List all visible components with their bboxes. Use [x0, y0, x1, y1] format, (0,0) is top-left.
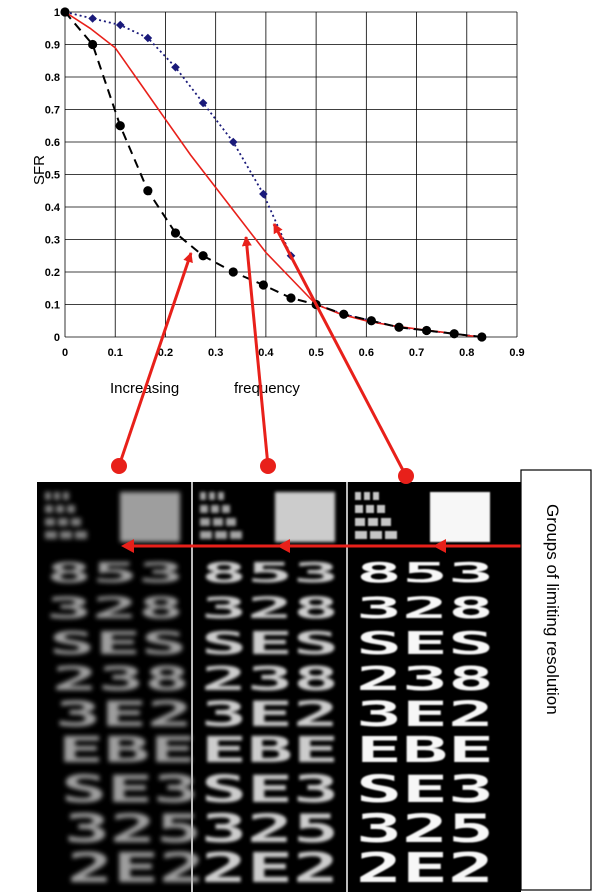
chart-ticks: 0 0.1 0.2 0.3 0.4 0.5 0.6 0.7 0.8 0.9 0 0.1 0.2 0.3 0.…: [45, 7, 525, 359]
arrow-to-curve-2: [241, 236, 270, 467]
target-row-text: 853: [356, 556, 494, 589]
chart-grid: [64, 11, 518, 338]
x-tick-label: 0.3: [208, 347, 223, 359]
series-3-point: [115, 121, 125, 131]
x-tick-label: 0.6: [359, 347, 374, 359]
series-3-point: [339, 309, 349, 319]
limit-arrowhead-3: [433, 539, 446, 553]
x-tick-label: 0.7: [409, 347, 424, 359]
target-row-text: 328: [201, 591, 339, 625]
x-tick-label: 0: [62, 347, 68, 359]
annotation-arrows: [111, 223, 521, 553]
target-row-text: EBE: [201, 730, 339, 771]
target-row-text: 3E2: [356, 695, 494, 735]
y-tick-label: 0.3: [45, 235, 60, 247]
target-row-text: SE3: [61, 767, 199, 811]
target-row-text: 2E2: [201, 844, 339, 892]
target-row-text: 325: [201, 807, 339, 852]
series-3-point: [286, 293, 296, 303]
series-3-point: [88, 39, 98, 50]
target-row-text: 238: [52, 660, 190, 698]
y-tick-label: 0.5: [45, 170, 60, 182]
series-1-point: [198, 98, 208, 108]
series-1-point: [228, 137, 238, 147]
x-tick-label: 0.2: [158, 347, 173, 359]
x-tick-label: 0.4: [258, 347, 274, 359]
target-row-text: SE3: [201, 767, 339, 811]
series-line-3: [64, 11, 482, 338]
target-row-text: 3E2: [55, 695, 193, 735]
target-row-text: EBE: [58, 730, 196, 771]
side-label-box: Groups of limiting resolution: [520, 469, 592, 891]
series-1-point: [171, 62, 180, 72]
target-row-text: SE3: [356, 767, 494, 811]
limit-arrowhead-1: [121, 539, 134, 553]
target-row-text: 325: [356, 807, 494, 852]
target-row-text: 238: [356, 660, 494, 698]
series-3-point: [477, 332, 487, 342]
series-1-point: [259, 189, 268, 199]
series-3-point: [143, 186, 153, 196]
arrow-to-curve-3: [272, 223, 408, 477]
y-axis-title: SFR: [31, 155, 48, 185]
arrow-to-curve-1: [117, 252, 193, 467]
series-1-point: [88, 14, 97, 23]
target-row-text: 853: [46, 556, 184, 589]
series-3-point: [228, 267, 238, 277]
series-3-point: [170, 228, 181, 238]
series-3-point: [449, 329, 459, 339]
series-3-point: [394, 322, 404, 332]
target-background: [37, 482, 521, 892]
target-row-text: 328: [46, 591, 184, 625]
target-row-text: 2E2: [67, 844, 205, 892]
series-3-point: [258, 280, 268, 290]
series-1-point: [143, 33, 153, 43]
target-row-text: 2E2: [356, 844, 494, 892]
series-3-point: [422, 325, 432, 336]
x-tick-label: 0.5: [308, 347, 323, 359]
target-row-text: 238: [201, 660, 339, 698]
plot-area: 0 0.1 0.2 0.3 0.4 0.5 0.6 0.7 0.8 0.9 0 0.1 0.2 0.3 0.…: [45, 7, 525, 359]
y-tick-label: 0.9: [45, 40, 60, 52]
target-row-text: 3E2: [201, 695, 339, 735]
target-row-text: SES: [49, 626, 187, 662]
x-tick-label: 0.8: [459, 347, 474, 359]
side-label: Groups of limiting resolution: [543, 504, 562, 715]
series-3-point: [60, 7, 70, 17]
x-tick-label: 0.9: [509, 347, 524, 359]
target-row-text: 328: [356, 591, 494, 625]
y-tick-label: 0.7: [45, 105, 60, 117]
x-axis-title-word-2: frequency: [234, 380, 300, 397]
y-tick-label: 0: [54, 332, 60, 344]
series-3-point: [366, 316, 376, 326]
target-row-text: 853: [201, 556, 339, 589]
y-tick-label: 0.6: [45, 137, 60, 149]
series-3-point: [198, 251, 208, 261]
target-row-text: 325: [64, 807, 202, 852]
y-tick-label: 0.8: [45, 72, 60, 84]
y-tick-label: 0.4: [45, 202, 61, 214]
x-tick-label: 0.1: [108, 347, 123, 359]
y-tick-label: 0.1: [45, 300, 60, 312]
target-row-text: EBE: [356, 730, 494, 771]
limit-arrowhead-2: [277, 539, 290, 553]
target-row-text: SES: [356, 626, 494, 662]
y-tick-label: 0.2: [45, 267, 60, 279]
target-row-text: SES: [201, 626, 339, 662]
y-tick-label: 1: [54, 7, 60, 19]
resolution-target-image: 853328SES2383E2EBESE33252E2853328SES2383…: [37, 482, 521, 892]
series-1-point: [115, 20, 125, 30]
